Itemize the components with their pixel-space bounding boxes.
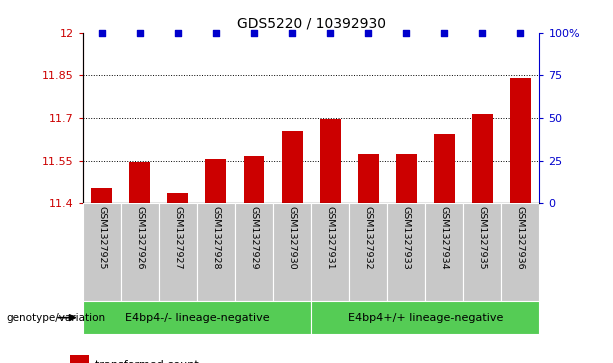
Text: GSM1327931: GSM1327931	[326, 206, 335, 270]
Point	[211, 30, 221, 36]
Text: GSM1327935: GSM1327935	[478, 206, 487, 270]
Point	[364, 30, 373, 36]
Point	[287, 30, 297, 36]
Text: GSM1327926: GSM1327926	[135, 206, 144, 270]
Point	[326, 30, 335, 36]
Text: genotype/variation: genotype/variation	[6, 313, 105, 323]
Text: GSM1327927: GSM1327927	[173, 206, 183, 270]
Text: E4bp4-/- lineage-negative: E4bp4-/- lineage-negative	[124, 313, 269, 323]
Bar	[501, 203, 539, 301]
Text: GSM1327925: GSM1327925	[97, 206, 106, 270]
Bar	[205, 159, 226, 203]
Point	[478, 30, 487, 36]
Bar	[121, 203, 159, 301]
Bar	[387, 203, 425, 301]
Text: GSM1327933: GSM1327933	[402, 206, 411, 270]
Bar	[311, 203, 349, 301]
Text: GSM1327934: GSM1327934	[440, 206, 449, 270]
Bar	[70, 355, 89, 363]
Bar	[235, 203, 273, 301]
Point	[173, 30, 183, 36]
Bar	[396, 154, 417, 203]
Point	[516, 30, 525, 36]
Bar	[358, 154, 379, 203]
Text: GSM1327936: GSM1327936	[516, 206, 525, 270]
Bar	[349, 203, 387, 301]
Bar	[91, 188, 112, 203]
Point	[135, 30, 145, 36]
Point	[97, 30, 107, 36]
Text: GSM1327932: GSM1327932	[364, 206, 373, 270]
Text: transformed count: transformed count	[95, 360, 199, 363]
Point	[249, 30, 259, 36]
Bar	[273, 203, 311, 301]
Title: GDS5220 / 10392930: GDS5220 / 10392930	[237, 16, 386, 30]
Text: GSM1327929: GSM1327929	[249, 206, 259, 270]
Bar	[83, 203, 121, 301]
Bar	[281, 131, 303, 203]
Bar	[510, 78, 531, 203]
Bar	[129, 162, 150, 203]
Bar	[83, 301, 311, 334]
Bar	[425, 203, 463, 301]
Bar	[159, 203, 197, 301]
Point	[440, 30, 449, 36]
Bar	[463, 203, 501, 301]
Bar	[243, 156, 264, 203]
Bar	[311, 301, 539, 334]
Bar	[197, 203, 235, 301]
Bar	[167, 193, 188, 203]
Bar	[434, 134, 455, 203]
Point	[402, 30, 411, 36]
Text: E4bp4+/+ lineage-negative: E4bp4+/+ lineage-negative	[348, 313, 503, 323]
Text: GSM1327930: GSM1327930	[287, 206, 297, 270]
Bar	[472, 114, 493, 203]
Text: GSM1327928: GSM1327928	[211, 206, 221, 270]
Bar	[319, 119, 341, 203]
